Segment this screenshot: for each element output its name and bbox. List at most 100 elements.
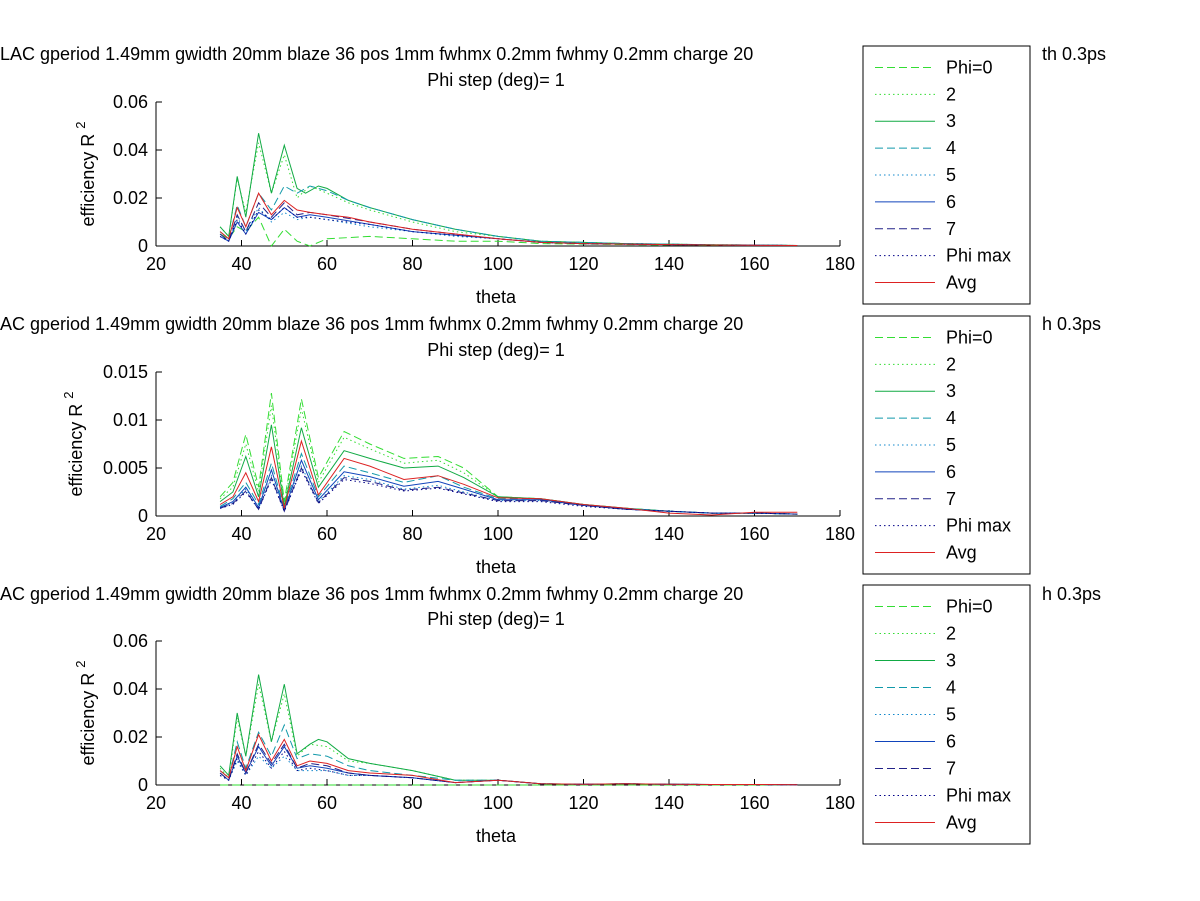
subplot-2-title-tail: h 0.3ps [1042,314,1101,334]
x-tick-label: 120 [568,793,598,813]
legend-label: 5 [946,705,956,725]
subplot-1-title-tail: th 0.3ps [1042,44,1106,64]
subplot-3-title-tail: h 0.3ps [1042,584,1101,604]
x-tick-label: 20 [146,254,166,274]
legend-label: 3 [946,381,956,401]
series-line-avg [219,733,798,786]
y-tick-label: 0.005 [103,458,148,478]
subplot-2-plot-area: 20 40 60 80 100 120 140 160 180 0 0.005 0.01 0.015 [103,362,855,544]
y-tick-label: 0 [138,236,148,256]
legend-label: 3 [946,651,956,671]
subplot-1-ylabel: efficiency R 2 [73,122,98,227]
subplot-2-subtitle: Phi step (deg)= 1 [427,340,565,360]
subplot-1-ylabel-sup: 2 [73,122,88,129]
subplot-2-ylabel-text: efficiency R [66,404,86,497]
legend-label: 4 [946,138,956,158]
legend-label: 6 [946,192,956,212]
legend-label: Phi max [946,516,1011,536]
subplot-1-subtitle: Phi step (deg)= 1 [427,70,565,90]
subplot-3-title: AC gperiod 1.49mm gwidth 20mm blaze 36 p… [0,584,743,604]
x-tick-label: 180 [825,793,855,813]
x-tick-label: 160 [739,254,769,274]
subplot-2-ylabel: efficiency R 2 [61,392,86,497]
legend-label: Phi=0 [946,597,993,617]
subplot-3-ylabel-sup: 2 [73,661,88,668]
legend-label: 5 [946,435,956,455]
subplot-3-ylabel-group: efficiency R 2 [73,661,98,766]
subplot-3-ylabel: efficiency R 2 [73,661,98,766]
x-tick-label: 180 [825,254,855,274]
subplot-3-plot-area: 20 40 60 80 100 120 140 160 180 0 0.02 0.04 0.06 [113,631,855,813]
subplot-2-legend: Phi=0 2 3 4 5 6 7 Phi max Avg [862,315,1031,575]
legend-label: 2 [946,354,956,374]
subplot-1-ylabel-group: efficiency R 2 [73,122,98,227]
x-tick-label: 40 [231,254,251,274]
x-tick-label: 40 [231,793,251,813]
subplot-2-ylabel-sup: 2 [61,392,76,399]
subplot-3-xlabel: theta [476,826,517,846]
legend-label: 4 [946,408,956,428]
legend-label: 7 [946,219,956,239]
subplot-1-plot-area: 20 40 60 80 100 120 140 160 180 0 0.02 0.04 0.06 [113,92,855,274]
legend-label: Phi=0 [946,57,993,77]
y-tick-label: 0.06 [113,631,148,651]
legend-box [862,45,1031,305]
legend-label: 4 [946,678,956,698]
y-tick-label: 0.04 [113,140,148,160]
y-tick-label: 0 [138,775,148,795]
subplot-3-legend: Phi=0 2 3 4 5 6 7 Phi max Avg [862,584,1031,845]
series-line-avg [219,439,798,516]
legend-label: 6 [946,732,956,752]
legend-label: 2 [946,624,956,644]
legend-label: Phi=0 [946,327,993,347]
y-tick-label: 0.01 [113,410,148,430]
x-tick-label: 20 [146,793,166,813]
x-tick-label: 160 [739,793,769,813]
x-tick-label: 80 [402,524,422,544]
x-tick-label: 40 [231,524,251,544]
subplot-3-subtitle: Phi step (deg)= 1 [427,609,565,629]
y-tick-label: 0.02 [113,727,148,747]
x-tick-label: 100 [483,254,513,274]
legend-label: Avg [946,813,977,833]
legend-label: Phi max [946,786,1011,806]
series-line-phi-max [219,468,798,515]
legend-label: Avg [946,543,977,563]
x-tick-label: 160 [739,524,769,544]
legend-label: 5 [946,165,956,185]
legend-label: 7 [946,489,956,509]
subplot-2-ylabel-group: efficiency R 2 [61,392,86,497]
x-tick-label: 120 [568,254,598,274]
subplot-1-title: LAC gperiod 1.49mm gwidth 20mm blaze 36 … [0,44,753,64]
x-tick-label: 140 [654,793,684,813]
subplot-1-ylabel-text: efficiency R [78,134,98,227]
legend-box [862,584,1031,845]
subplot-1-xlabel: theta [476,287,517,307]
legend-label: Avg [946,273,977,293]
legend-label: 7 [946,759,956,779]
x-tick-label: 80 [402,254,422,274]
x-tick-label: 60 [317,254,337,274]
y-tick-label: 0.015 [103,362,148,382]
x-tick-label: 80 [402,793,422,813]
legend-box [862,315,1031,575]
series-line-avg [219,192,798,246]
y-tick-label: 0 [138,506,148,526]
subplot-2: AC gperiod 1.49mm gwidth 20mm blaze 36 p… [0,314,1101,577]
x-tick-label: 140 [654,254,684,274]
subplot-2-xlabel: theta [476,557,517,577]
y-tick-label: 0.04 [113,679,148,699]
subplot-3-ylabel-text: efficiency R [78,673,98,766]
x-tick-label: 20 [146,524,166,544]
x-tick-label: 60 [317,524,337,544]
series-line-5 [219,755,798,786]
legend-label: Phi max [946,246,1011,266]
x-tick-label: 100 [483,793,513,813]
series-line-phi-max [219,750,798,786]
x-tick-label: 100 [483,524,513,544]
series-line-phi-max [219,206,798,246]
legend-label: 3 [946,111,956,131]
legend-label: 6 [946,462,956,482]
y-tick-label: 0.02 [113,188,148,208]
